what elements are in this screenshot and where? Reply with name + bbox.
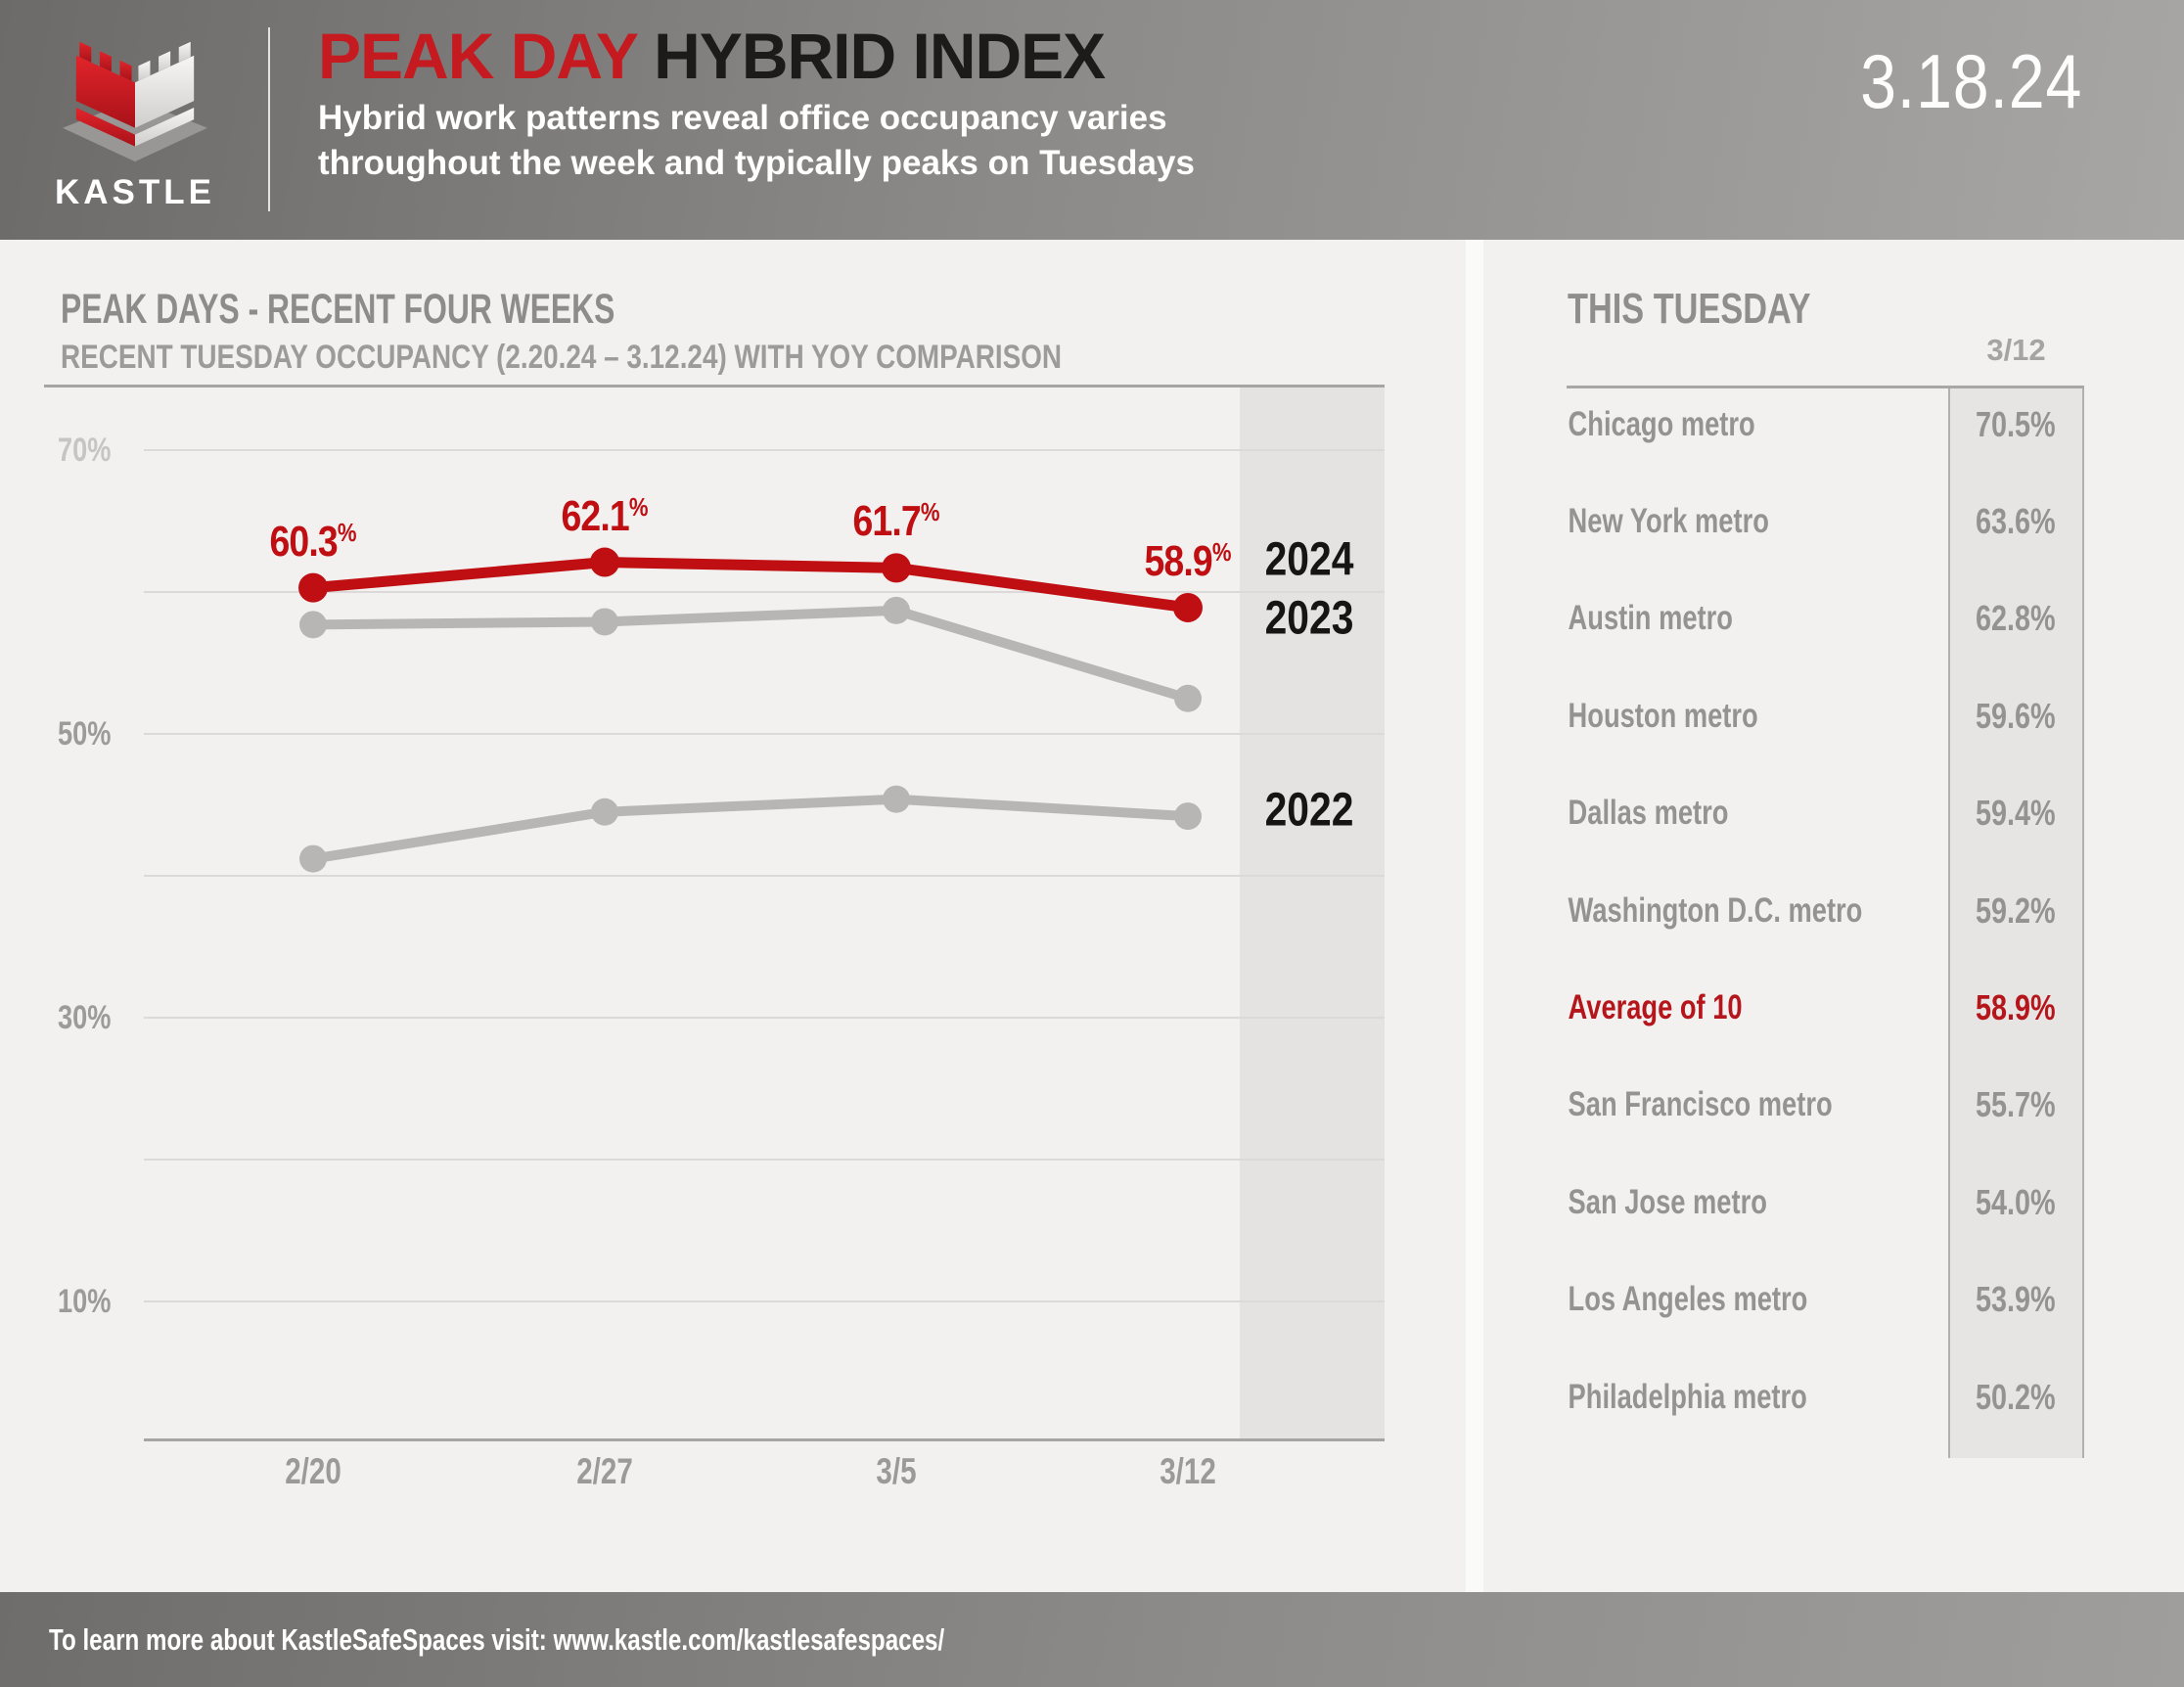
metro-value: 63.6%: [1976, 501, 2056, 542]
table-row: Dallas metro 59.4%: [1567, 765, 2084, 862]
header: KASTLE PEAK DAY HYBRID INDEX Hybrid work…: [0, 0, 2184, 240]
data-label-3/5: 61.7%: [852, 497, 940, 546]
metro-label: Washington D.C. metro: [1568, 890, 1863, 930]
metro-label: Chicago metro: [1568, 404, 1755, 443]
point-2024-2/27: [590, 547, 619, 577]
brand-name: KASTLE: [55, 173, 215, 211]
table-row: Average of 10 58.9%: [1567, 959, 2084, 1056]
table-row: Chicago metro 70.5%: [1567, 376, 2084, 473]
line-2024: [312, 557, 1189, 614]
chart-subtitle: RECENT TUESDAY OCCUPANCY (2.20.24 – 3.12…: [61, 339, 1063, 376]
content-divider: [1466, 240, 1483, 1592]
series-label-2023: 2023: [1264, 592, 1354, 645]
metro-value: 59.2%: [1976, 889, 2056, 931]
x-axis-label-3/12: 3/12: [1160, 1451, 1216, 1491]
metro-value: 50.2%: [1976, 1376, 2056, 1417]
metro-label: Philadelphia metro: [1568, 1377, 1807, 1416]
point-2024-3/12: [1173, 592, 1203, 622]
table-row: Washington D.C. metro 59.2%: [1567, 862, 2084, 959]
table-row: Austin metro 62.8%: [1567, 570, 2084, 667]
gridline-70: [144, 449, 1385, 451]
header-subtitle: Hybrid work patterns reveal office occup…: [318, 96, 1195, 186]
series-label-2022: 2022: [1264, 784, 1354, 837]
castle-logo-icon: [63, 41, 207, 162]
metro-label: Dallas metro: [1568, 794, 1729, 833]
point-2023-2/27: [591, 608, 618, 636]
page-title-accent: PEAK DAY: [318, 20, 638, 92]
page-title: PEAK DAY HYBRID INDEX: [318, 20, 1195, 92]
metro-value: 55.7%: [1976, 1084, 2056, 1125]
y-axis-label-30: 30%: [58, 999, 112, 1036]
data-label-3/12: 58.9%: [1144, 536, 1232, 585]
point-2022-3/5: [883, 785, 910, 813]
header-subtitle-line2: throughout the week and typically peaks …: [318, 144, 1195, 182]
header-title-block: PEAK DAY HYBRID INDEX Hybrid work patter…: [318, 20, 1195, 186]
chart-title: PEAK DAYS - RECENT FOUR WEEKS: [61, 286, 615, 333]
gridline-10: [144, 1300, 1385, 1302]
table-row: San Francisco metro 55.7%: [1567, 1057, 2084, 1154]
y-axis-label-50: 50%: [58, 715, 112, 752]
data-label-2/27: 62.1%: [561, 491, 649, 540]
gridline-60: [144, 591, 1385, 593]
kastle-logo: KASTLE: [49, 12, 221, 212]
metro-value: 53.9%: [1976, 1279, 2056, 1320]
metro-label: Average of 10: [1568, 988, 1743, 1027]
point-2022-3/12: [1174, 802, 1202, 831]
report-date: 3.18.24: [1859, 38, 2082, 124]
metro-label: San Francisco metro: [1568, 1085, 1833, 1124]
footer-link[interactable]: To learn more about KastleSafeSpaces vis…: [49, 1622, 945, 1657]
metro-value: 62.8%: [1976, 598, 2056, 639]
footer: To learn more about KastleSafeSpaces vis…: [0, 1592, 2184, 1687]
metro-value: 59.4%: [1976, 793, 2056, 834]
table-rows: Chicago metro 70.5% New York metro 63.6% Aus…: [1567, 376, 2084, 1445]
metro-label: Houston metro: [1568, 696, 1758, 735]
header-subtitle-line1: Hybrid work patterns reveal office occup…: [318, 99, 1167, 137]
metro-label: San Jose metro: [1568, 1182, 1767, 1221]
point-2023-3/5: [883, 596, 910, 624]
panel-title: THIS TUESDAY: [1568, 285, 1811, 333]
table-row: Philadelphia metro 50.2%: [1567, 1348, 2084, 1445]
gridline-50: [144, 733, 1385, 735]
x-axis-label-3/5: 3/5: [876, 1451, 917, 1491]
metro-value: 58.9%: [1976, 987, 2056, 1028]
data-label-2/20: 60.3%: [269, 517, 357, 566]
metro-value: 59.6%: [1976, 695, 2056, 736]
metro-occupancy-table: Chicago metro 70.5% New York metro 63.6% Aus…: [1567, 386, 2084, 1464]
x-axis-label-2/27: 2/27: [576, 1451, 633, 1491]
gridline-20: [144, 1159, 1385, 1161]
metro-value: 70.5%: [1976, 403, 2056, 444]
table-row: Los Angeles metro 53.9%: [1567, 1252, 2084, 1348]
point-2024-3/5: [882, 553, 911, 583]
latest-week-highlight-band: [1240, 388, 1385, 1441]
occupancy-line-chart: 70% 50% 30% 10% 60.3% 62.1% 61.7% 58.9% 2024 20…: [44, 385, 1385, 1441]
y-axis-label-10: 10%: [58, 1283, 112, 1320]
table-row: San Jose metro 54.0%: [1567, 1154, 2084, 1251]
gridline-40: [144, 875, 1385, 877]
point-2023-3/12: [1174, 684, 1202, 712]
line-2022: [312, 794, 1189, 864]
point-2023-2/20: [299, 611, 327, 639]
gridline-30: [144, 1017, 1385, 1019]
series-label-2024: 2024: [1264, 533, 1354, 586]
metro-label: New York metro: [1568, 502, 1769, 541]
line-series-layer: [298, 547, 1203, 873]
point-2024-2/20: [298, 572, 328, 603]
metro-label: Los Angeles metro: [1568, 1280, 1808, 1319]
point-2022-2/20: [299, 844, 327, 873]
metro-value: 54.0%: [1976, 1181, 2056, 1222]
header-separator: [268, 27, 270, 211]
metro-label: Austin metro: [1568, 599, 1733, 638]
line-2023: [312, 605, 1190, 704]
y-axis-label-70: 70%: [58, 432, 112, 469]
value-column-band: [1948, 388, 2084, 1458]
table-row: New York metro 63.6%: [1567, 473, 2084, 570]
table-row: Houston metro 59.6%: [1567, 667, 2084, 764]
x-axis-label-2/20: 2/20: [285, 1451, 341, 1491]
table-column-header: 3/12: [1986, 333, 2046, 367]
page-title-rest: HYBRID INDEX: [636, 20, 1106, 92]
x-axis-line: [144, 1438, 1385, 1441]
point-2022-2/27: [591, 798, 618, 826]
